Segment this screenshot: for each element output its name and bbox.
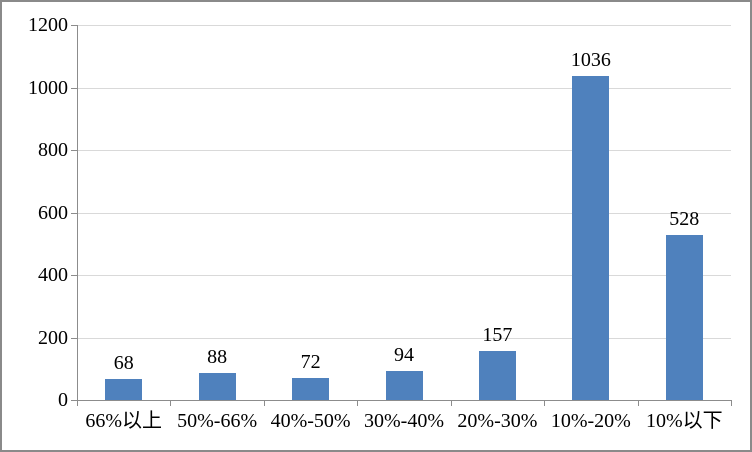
bar [292, 377, 330, 400]
gridline [77, 275, 731, 276]
y-tick-label: 600 [38, 201, 68, 224]
gridline [77, 87, 731, 89]
y-axis-line [77, 25, 78, 406]
y-tick-label: 400 [38, 264, 68, 286]
x-tick-label: 66%以上 [85, 410, 163, 432]
x-tick-label: 10%以下 [645, 410, 723, 432]
y-tick-label: 200 [38, 326, 68, 349]
bar-value-label: 68 [113, 351, 134, 374]
bar-value-label: 157 [482, 323, 513, 346]
y-tick-label: 800 [38, 139, 68, 161]
y-axis-tick [71, 275, 77, 276]
x-axis-tick [77, 400, 78, 406]
bar-value-label: 88 [207, 345, 228, 368]
bar-value-label: 72 [300, 350, 321, 373]
bar [665, 235, 703, 400]
bar-value-label: 528 [669, 208, 700, 230]
y-tick-label: 1000 [28, 76, 68, 99]
x-tick-label: 40%-50% [270, 410, 351, 432]
x-tick-label: 30%-40% [364, 410, 444, 432]
x-axis-line [77, 400, 731, 401]
y-tick-label: 1200 [28, 14, 68, 36]
x-tick-label: 10%-20% [550, 410, 631, 432]
x-tick-label: 20%-30% [457, 410, 538, 432]
x-axis-tick [357, 400, 359, 406]
bar [105, 378, 143, 400]
x-axis-tick [731, 400, 732, 406]
y-axis-tick [71, 87, 77, 89]
gridline [77, 150, 731, 151]
bar [198, 372, 236, 400]
bar [478, 350, 516, 400]
bar [572, 76, 610, 400]
x-axis-tick [544, 400, 546, 406]
y-axis-tick [71, 150, 77, 151]
bar-value-label: 94 [394, 343, 414, 366]
gridline [77, 212, 731, 214]
y-axis-tick [71, 25, 77, 26]
bar [385, 370, 423, 400]
x-axis-tick [450, 400, 452, 406]
x-axis-tick [170, 400, 172, 406]
x-axis-tick [263, 400, 265, 406]
y-axis-tick [71, 212, 77, 214]
x-tick-label: 50%-66% [177, 410, 258, 432]
gridline [77, 337, 731, 339]
y-tick-label: 0 [58, 389, 68, 411]
y-axis-tick [71, 400, 77, 401]
gridline [77, 25, 731, 26]
y-axis-tick [71, 337, 77, 339]
bar-value-label: 1036 [570, 49, 611, 72]
x-axis-tick [637, 400, 639, 406]
